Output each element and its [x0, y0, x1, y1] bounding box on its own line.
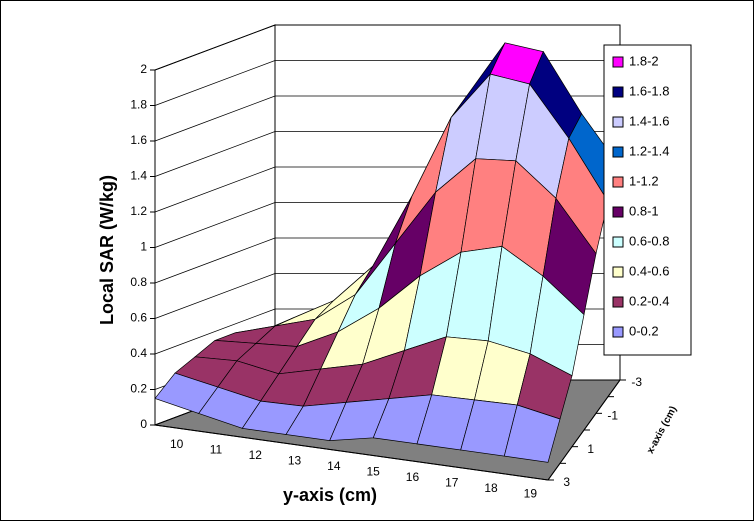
z-axis-title: Local SAR (W/kg)	[97, 175, 117, 325]
z-tick-label: 1	[140, 240, 147, 254]
y-tick-label: 18	[484, 481, 498, 495]
y-axis-title: y-axis (cm)	[283, 485, 377, 505]
legend-swatch	[612, 236, 624, 248]
legend-swatch	[612, 86, 624, 98]
z-tick-label: 1.8	[130, 98, 147, 112]
y-tick-label: 17	[445, 475, 459, 489]
x-tick-label: 3	[563, 475, 570, 489]
legend-swatch	[612, 176, 624, 188]
x-tick-label: -1	[607, 409, 618, 423]
legend: 1.8-2 1.6-1.8 1.4-1.6 1.2-1.4 1-1.2 0.8-1 0.6-…	[612, 53, 669, 338]
y-tick-label: 19	[524, 486, 538, 500]
legend-swatch	[612, 326, 624, 338]
legend-swatch	[612, 56, 624, 68]
z-tick-label: 0	[140, 417, 147, 431]
surface	[154, 42, 621, 463]
y-tick-label: 10	[170, 437, 184, 451]
z-tick-label: 0.6	[130, 311, 147, 325]
legend-swatch	[612, 116, 624, 128]
legend-label: 0.6-0.8	[629, 233, 669, 248]
legend-label: 1-1.2	[629, 173, 659, 188]
z-tick-label: 2	[140, 62, 147, 76]
y-tick-label: 16	[406, 470, 420, 484]
legend-label: 1.6-1.8	[629, 83, 669, 98]
y-tick-label: 15	[366, 464, 380, 478]
y-axis-line	[154, 424, 549, 481]
grid-line	[154, 24, 620, 71]
legend-swatch	[612, 206, 624, 218]
z-tick-label: 1.2	[130, 204, 147, 218]
z-tick-label: 0.2	[130, 382, 147, 396]
x-tick-label: -3	[631, 375, 642, 389]
legend-swatch	[612, 296, 624, 308]
y-tick-label: 14	[327, 459, 341, 473]
z-tick-label: 1.4	[130, 169, 147, 183]
y-tick-label: 11	[210, 442, 223, 456]
legend-swatch	[612, 266, 624, 278]
legend-label: 0.4-0.6	[629, 263, 669, 278]
y-tick-label: 12	[249, 448, 263, 462]
legend-label: 0.2-0.4	[629, 293, 669, 308]
y-tick-label: 13	[288, 453, 302, 467]
legend-label: 1.8-2	[629, 53, 659, 68]
legend-label: 0.8-1	[629, 203, 659, 218]
x-tick-label: 1	[587, 442, 594, 456]
legend-label: 0-0.2	[629, 323, 659, 338]
z-tick-label: 0.4	[130, 346, 147, 360]
z-tick-label: 1.6	[130, 133, 147, 147]
legend-label: 1.2-1.4	[629, 143, 669, 158]
legend-swatch	[612, 146, 624, 158]
legend-label: 1.4-1.6	[629, 113, 669, 128]
surface-patch	[503, 404, 561, 463]
z-tick-label: 0.8	[130, 275, 147, 289]
